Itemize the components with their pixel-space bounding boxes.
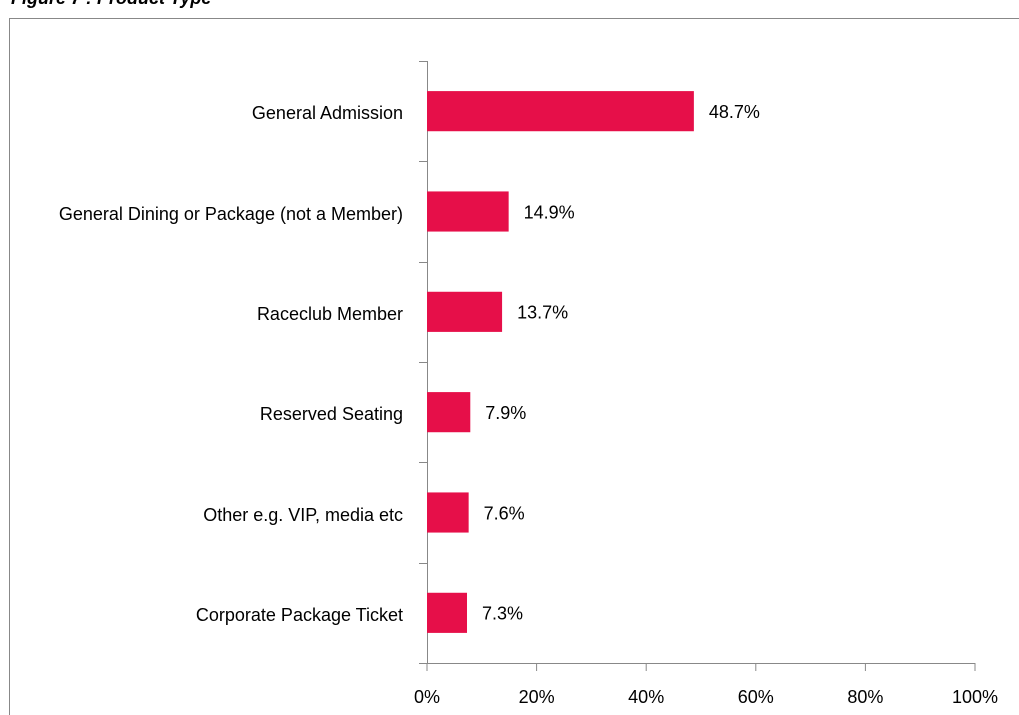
y-tick-label: General Dining or Package (not a Member) xyxy=(58,203,403,224)
value-label: 7.3% xyxy=(482,604,523,624)
y-tick-label: Corporate Package Ticket xyxy=(195,604,403,625)
value-label: 7.9% xyxy=(485,403,526,423)
x-tick-label: 100% xyxy=(952,687,998,707)
value-label: 48.7% xyxy=(709,102,760,122)
bar xyxy=(427,392,471,433)
value-label: 13.7% xyxy=(517,303,568,323)
bar xyxy=(427,492,469,533)
bar xyxy=(427,291,503,332)
y-tick-label: General Admission xyxy=(251,103,403,124)
bar xyxy=(427,592,468,633)
x-tick-label: 80% xyxy=(847,687,883,707)
x-tick-label: 0% xyxy=(414,687,440,707)
y-tick-label: Other e.g. VIP, media etc xyxy=(203,504,403,525)
y-tick-label: Raceclub Member xyxy=(256,303,403,324)
value-label: 7.6% xyxy=(484,503,525,523)
bar xyxy=(427,191,509,232)
value-label: 14.9% xyxy=(524,202,575,222)
x-tick-label: 20% xyxy=(519,687,555,707)
x-tick-label: 60% xyxy=(738,687,774,707)
bar xyxy=(427,91,694,132)
x-tick-label: 40% xyxy=(628,687,664,707)
chart-border xyxy=(9,18,1019,715)
y-tick-label: Reserved Seating xyxy=(259,404,403,425)
chart-title: Figure 7 : Product Type xyxy=(11,0,211,9)
